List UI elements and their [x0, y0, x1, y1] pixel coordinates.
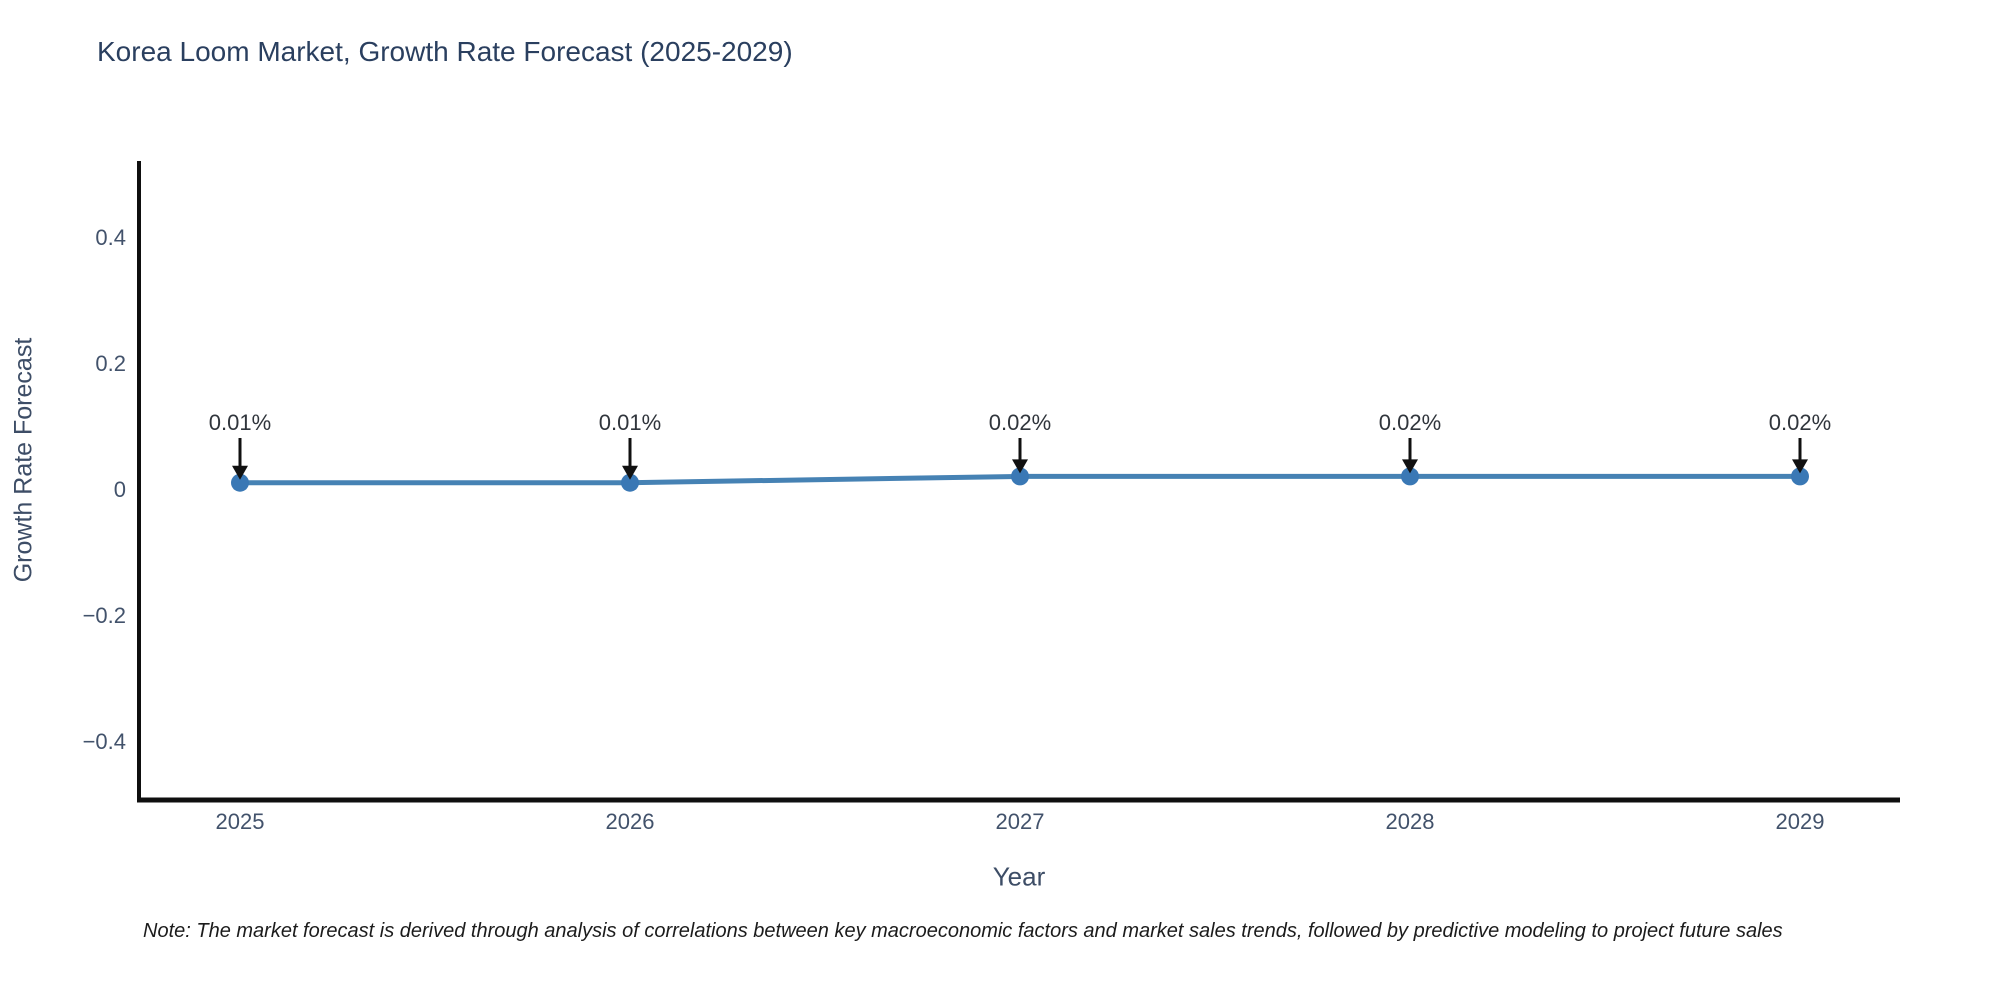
data-point-label: 0.02% [989, 410, 1051, 435]
footnote: Note: The market forecast is derived thr… [143, 920, 1783, 942]
annotation-arrow-head [1792, 459, 1808, 474]
y-tick-label: −0.2 [83, 603, 126, 628]
data-point-marker [1011, 467, 1029, 486]
data-point-marker [1791, 467, 1809, 486]
data-point-label: 0.02% [1769, 410, 1831, 435]
x-tick-label: 2027 [996, 809, 1045, 834]
x-tick-label: 2028 [1386, 809, 1435, 834]
y-tick-label: 0.4 [95, 225, 126, 250]
y-tick-label: 0.2 [95, 351, 126, 376]
data-point-marker [231, 473, 249, 492]
data-point-marker [621, 473, 639, 492]
data-point-marker [1401, 467, 1419, 486]
annotation-arrow-head [1402, 459, 1418, 474]
x-axis-title: Year [992, 861, 1046, 892]
y-tick-label: 0 [114, 477, 126, 502]
annotation-arrow-head [622, 465, 638, 480]
x-tick-label: 2025 [216, 809, 265, 834]
annotation-arrow-head [1012, 459, 1028, 474]
data-point-label: 0.02% [1379, 410, 1441, 435]
data-point-label: 0.01% [599, 410, 661, 435]
annotation-arrow-head [232, 465, 248, 480]
x-tick-label: 2026 [606, 809, 655, 834]
y-axis-title: Growth Rate Forecast [9, 337, 38, 583]
chart-title: Korea Loom Market, Growth Rate Forecast … [97, 36, 793, 67]
y-tick-label: −0.4 [83, 729, 126, 754]
x-tick-label: 2029 [1776, 809, 1825, 834]
data-point-label: 0.01% [209, 410, 271, 435]
